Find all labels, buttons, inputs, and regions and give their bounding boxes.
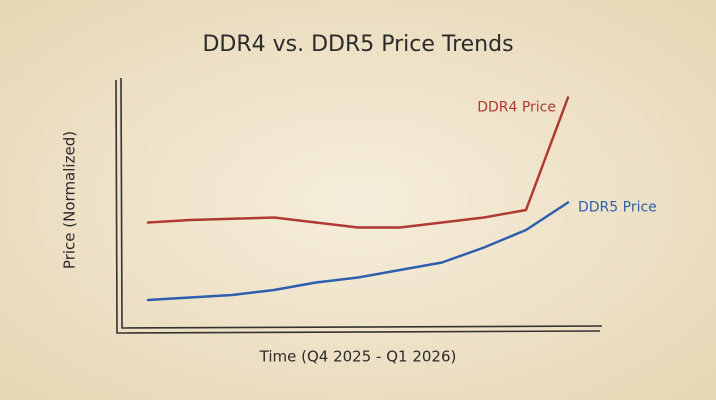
series-label: DDR4 Price: [477, 100, 556, 116]
y-axis-label: Price (Normalized): [61, 131, 79, 269]
axes: [115, 77, 603, 334]
axis-line: [120, 77, 603, 329]
axis-line: [115, 79, 601, 334]
series-line: [146, 96, 570, 229]
series-line: [146, 201, 570, 302]
chart-title: DDR4 vs. DDR5 Price Trends: [202, 32, 513, 57]
series-label: DDR5 Price: [578, 200, 657, 216]
x-axis-label: Time (Q4 2025 - Q1 2026): [259, 348, 457, 366]
